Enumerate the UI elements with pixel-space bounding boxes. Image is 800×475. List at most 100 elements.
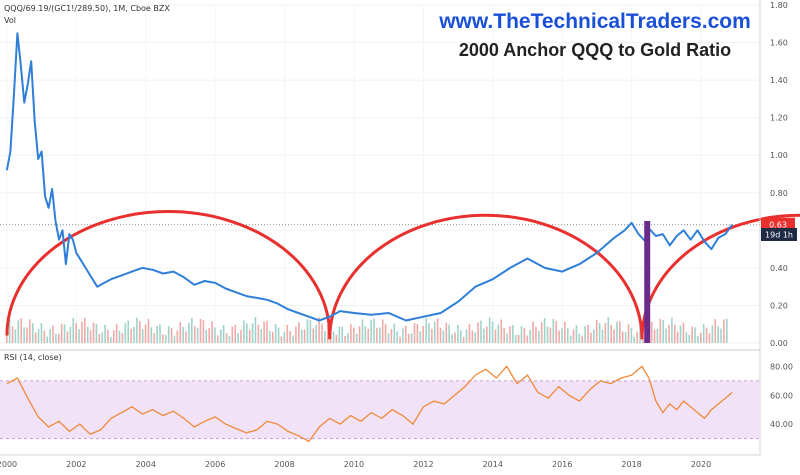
volume-bar <box>662 320 665 343</box>
volume-bar <box>494 329 497 343</box>
volume-bar <box>205 329 208 343</box>
volume-bar <box>523 327 526 343</box>
volume-bar <box>55 333 57 343</box>
x-axis[interactable]: 2000 2002 2004 2006 2008 2010 2012 2014 2016 2018… <box>0 460 711 469</box>
volume-bar <box>303 329 306 343</box>
volume-bar <box>124 323 127 343</box>
volume-bar <box>384 324 387 343</box>
volume-bar <box>338 326 341 343</box>
volume-bar <box>419 331 422 343</box>
volume-bar <box>497 324 500 343</box>
volume-bar <box>627 324 630 343</box>
volume-bar <box>179 322 182 343</box>
volume-bar <box>679 325 682 343</box>
volume-bar <box>31 323 34 343</box>
volume-bar <box>318 317 320 343</box>
volume-bar <box>656 328 659 343</box>
volume-bar <box>673 324 676 343</box>
volume-bar <box>266 320 268 343</box>
volume-bar <box>376 327 378 343</box>
volume-bar <box>390 329 393 343</box>
volume-bar <box>43 330 46 343</box>
volume-bar <box>26 327 28 343</box>
volume-bar <box>263 321 265 343</box>
rsi-y-axis[interactable]: 40.00 60.00 80.00 <box>770 362 793 429</box>
volume-bar <box>396 331 398 343</box>
volume-bar <box>11 326 14 343</box>
volume-bar <box>517 334 520 343</box>
volume-bar <box>552 318 555 343</box>
volume-bar <box>8 319 11 343</box>
volume-bar <box>312 328 315 343</box>
x-tick-label: 2014 <box>483 460 503 469</box>
volume-bar <box>52 325 54 343</box>
volume-bar <box>468 323 471 343</box>
volume-bar <box>595 319 598 343</box>
rsi-tick-label: 40.00 <box>770 420 793 429</box>
volume-bar <box>156 326 158 343</box>
volume-bar <box>193 326 196 343</box>
volume-bar <box>92 322 95 343</box>
volume-bar <box>465 329 468 343</box>
volume-bar <box>245 323 248 343</box>
volume-bar <box>295 326 297 343</box>
volume-bar <box>512 325 514 343</box>
volume-bar <box>347 333 349 343</box>
volume-bar <box>474 332 477 343</box>
volume-bar <box>188 322 190 343</box>
volume-bar <box>607 317 610 343</box>
countdown-badge: 19d 1h <box>761 228 797 241</box>
volume-bar <box>72 318 75 343</box>
volume-bar <box>292 335 294 343</box>
volume-bar <box>315 324 317 343</box>
x-tick-label: 2012 <box>413 460 433 469</box>
volume-bar <box>668 324 670 343</box>
volume-bar <box>34 332 37 343</box>
x-tick-label: 2016 <box>552 460 572 469</box>
volume-bar <box>584 326 586 343</box>
volume-bar <box>650 321 653 343</box>
volume-bar <box>697 336 699 343</box>
volume-bar <box>587 324 589 343</box>
volume-bar <box>402 328 404 343</box>
x-tick-label: 2000 <box>0 460 17 469</box>
volume-bar <box>422 326 424 343</box>
rsi-band-fill <box>0 380 760 439</box>
volume-bar <box>361 319 364 343</box>
volume-bar <box>529 329 531 343</box>
volume-bar <box>569 335 572 343</box>
rsi-line <box>6 365 733 443</box>
volume-bar <box>711 325 714 343</box>
volume-bar <box>491 321 494 343</box>
x-tick-label: 2006 <box>205 460 225 469</box>
vol-label[interactable]: Vol <box>4 16 16 25</box>
rsi-label[interactable]: RSI (14, close) <box>4 353 62 362</box>
volume-bar <box>86 327 89 343</box>
volume-bar <box>344 335 346 343</box>
volume-bar <box>225 333 228 343</box>
price-pane[interactable] <box>0 0 760 348</box>
rsi-series <box>6 365 733 443</box>
price-y-axis[interactable]: 0.000.200.400.600.801.001.201.401.601.80 <box>770 1 788 348</box>
symbol-line[interactable]: QQQ/69.19/(GC1!/289.50), 1M, Cboe BZX <box>4 4 170 13</box>
volume-bar <box>702 323 705 343</box>
volume-bar <box>63 324 66 343</box>
volume-bar <box>234 325 237 343</box>
volume-bar <box>364 326 367 343</box>
volume-bar <box>598 323 601 343</box>
volume-bar <box>248 329 251 343</box>
volume-bar <box>29 319 31 343</box>
volume-bar <box>578 333 581 343</box>
volume-bar <box>416 323 419 343</box>
y-tick-label: 1.60 <box>770 39 788 48</box>
volume-bar <box>639 324 641 343</box>
volume-bar <box>708 333 711 343</box>
volume-bar <box>454 332 456 343</box>
volume-bar <box>37 328 40 343</box>
volume-bar <box>298 322 300 343</box>
volume-bar <box>581 335 584 343</box>
volume-bar <box>480 320 482 343</box>
volume-bar <box>300 329 303 343</box>
y-tick-label: 0.80 <box>770 189 788 198</box>
volume-bar <box>410 333 413 343</box>
